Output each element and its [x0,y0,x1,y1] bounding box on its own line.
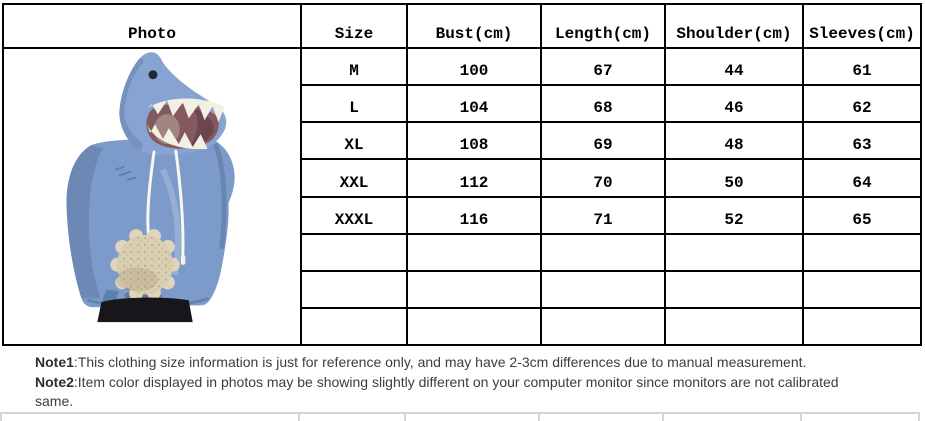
table-row-l: L 104 68 46 62 [3,84,922,124]
drawstring-aglet [180,254,186,265]
sleeve-shading [66,145,104,299]
faint-gridline [918,414,920,421]
col-header-length: Length(cm) [540,2,666,50]
shark-teeth-lower [146,121,208,150]
hood-shading [119,58,145,152]
length-cell: 67 [540,47,666,87]
table-row-empty [3,306,922,347]
hoodie-body [66,136,235,308]
shark-hoodie-illustration [66,52,235,323]
bust-cell [406,269,542,309]
product-photo [2,47,302,346]
table-row-xl: XL 108 69 48 63 [3,121,922,161]
bust-cell: 112 [406,158,542,198]
sleeves-cell: 62 [802,84,922,124]
shoulder-cell [664,232,804,272]
faint-gridline [404,414,406,421]
header-row: Photo Size Bust(cm) Length(cm) Shoulder(… [2,2,922,50]
sleeves-cell [802,269,922,309]
shoulder-cell: 44 [664,47,804,87]
sleeves-cell: 64 [802,158,922,198]
note1-text: :This clothing size information is just … [73,354,807,370]
note1: Note1:This clothing size information is … [35,353,917,373]
size-cell: L [300,84,408,124]
faint-gridline [662,414,664,421]
size-cell [300,306,408,347]
length-cell: 68 [540,84,666,124]
shoulder-cell: 52 [664,195,804,235]
shark-teeth-upper [147,98,225,123]
length-cell [540,269,666,309]
sleeves-cell [802,306,922,347]
length-cell [540,232,666,272]
chest-embroidery [114,165,137,181]
note2: Note2:Item color displayed in photos may… [35,373,917,393]
notes-section: Note1:This clothing size information is … [0,348,925,412]
sleeves-cell [802,232,922,272]
size-cell: M [300,47,408,87]
mouth-shadow [189,108,214,147]
table-row-xxxl: XXXL 116 71 52 65 [3,195,922,235]
size-table: Photo Size Bust(cm) Length(cm) Shoulder(… [2,2,922,347]
bust-cell [406,232,542,272]
length-cell: 70 [540,158,666,198]
length-cell: 71 [540,195,666,235]
table-row-m: M 100 67 44 61 [2,47,922,346]
bust-cell: 100 [406,47,542,87]
sleeves-cell: 61 [802,47,922,87]
shoulder-cell: 46 [664,84,804,124]
faint-gridline [800,414,802,421]
note2-text: :Item color displayed in photos may be s… [73,373,839,390]
shoulder-cell: 50 [664,158,804,198]
shark-eye [148,70,158,80]
shoulder-cell: 48 [664,121,804,161]
table-row-xxl: XXL 112 70 50 64 [3,158,922,198]
sleeves-cell: 65 [802,195,922,235]
pants [97,297,193,323]
size-cell: XXXL [300,195,408,235]
body-crease [213,143,227,250]
size-cell: XXL [300,158,408,198]
plush-pouch [110,229,180,301]
faint-gridline [538,414,540,421]
length-cell [540,306,666,347]
partial-next-table [0,412,920,421]
table-row-empty [3,269,922,309]
note2-label: Note2 [35,373,74,390]
faint-gridline [298,414,300,421]
shoulder-cell [664,306,804,347]
bust-cell: 116 [406,195,542,235]
note1-label: Note1 [35,354,74,370]
size-cell [300,232,408,272]
col-header-size: Size [300,2,408,50]
bust-cell [406,306,542,347]
size-cell [300,269,408,309]
faint-gridline [0,414,2,421]
note2-continuation: same. [35,393,74,409]
bust-cell: 108 [406,121,542,161]
col-header-sleeves: Sleeves(cm) [802,2,922,50]
sleeves-cell: 63 [802,121,922,161]
table-row-empty [3,232,922,272]
col-header-photo: Photo [2,2,302,50]
col-header-bust: Bust(cm) [406,2,542,50]
bust-cell: 104 [406,84,542,124]
drawstring-right [174,149,185,259]
length-cell: 69 [540,121,666,161]
col-header-shoulder: Shoulder(cm) [664,2,804,50]
shoulder-cell [664,269,804,309]
size-cell: XL [300,121,408,161]
